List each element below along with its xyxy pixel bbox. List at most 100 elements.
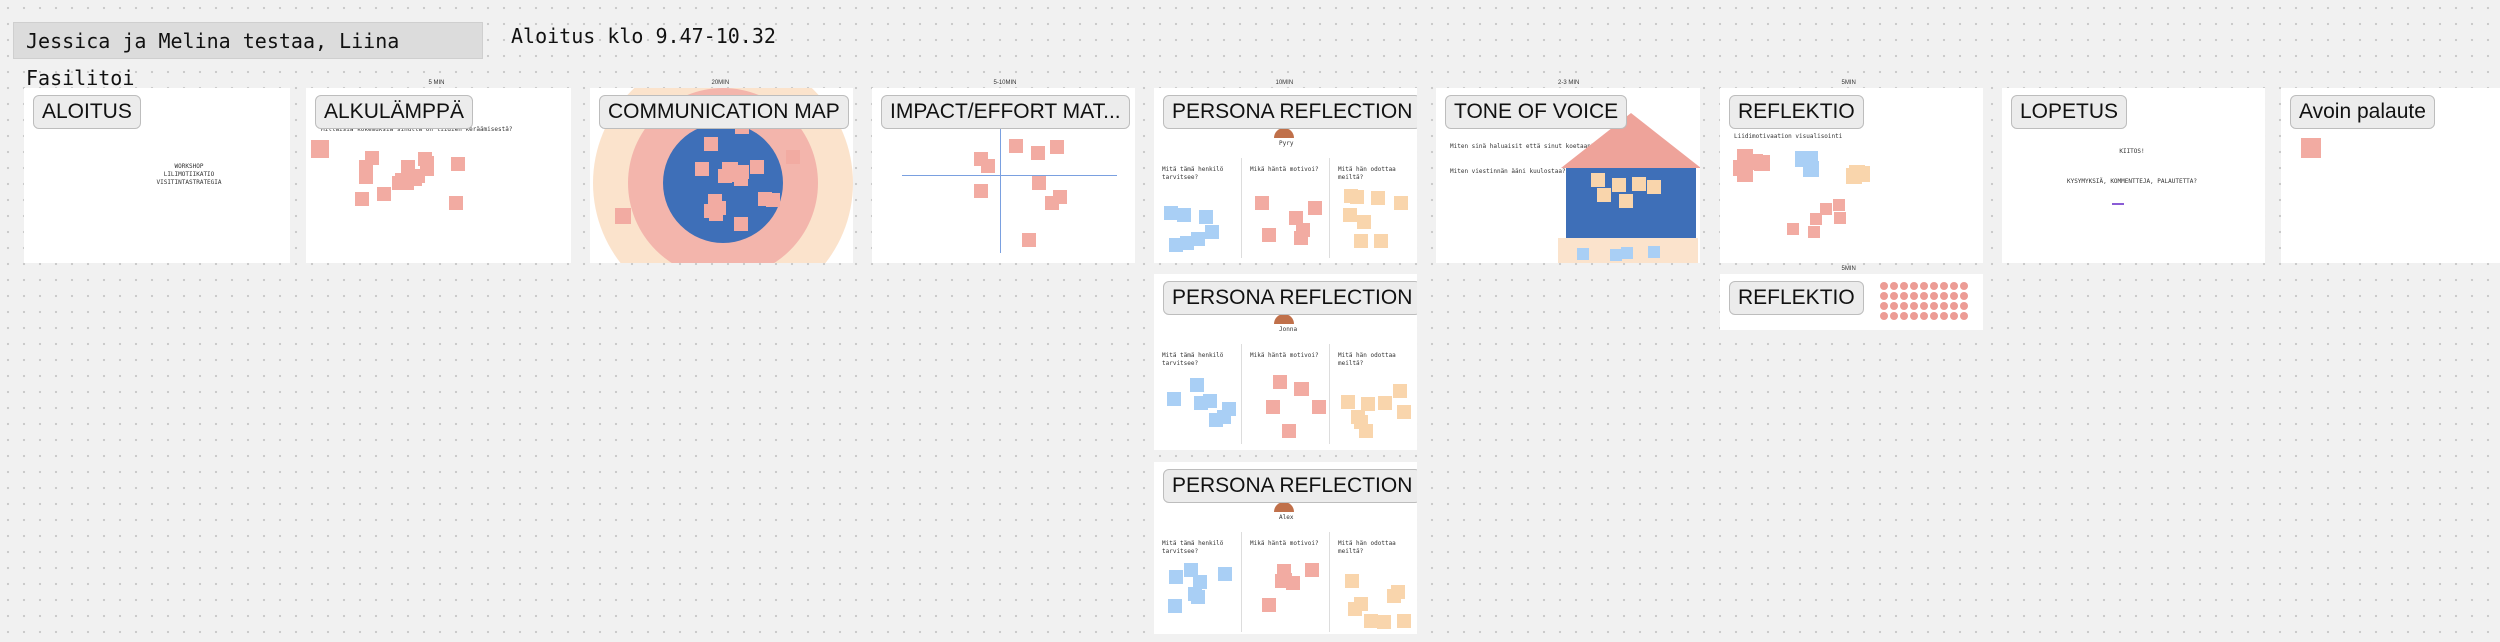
sticky-note <box>1169 237 1184 252</box>
persona-name: Alex <box>1279 514 1294 521</box>
sticky-note <box>1396 614 1411 629</box>
frame[interactable]: PERSONA REFLECTION Pyry Mitä tämä henkilö … <box>1154 88 1417 263</box>
column-question: Mitä hän odottaa meiltä? <box>1338 540 1396 555</box>
column-question: Mitä tämä henkilö tarvitsee? <box>1162 166 1224 181</box>
sticky-note <box>1191 589 1206 604</box>
frame-label[interactable]: Avoin palaute <box>2290 95 2435 129</box>
frame[interactable]: COMMUNICATION MAP <box>590 88 853 263</box>
sticky-note <box>703 137 718 152</box>
frame[interactable]: PERSONA REFLECTION Alex Mitä tämä henkilö … <box>1154 462 1417 634</box>
dot <box>1880 292 1888 300</box>
rating-bar <box>2112 203 2124 205</box>
duration-label: 2-3 MIN <box>1558 80 1580 86</box>
sticky-note <box>1031 145 1046 160</box>
board-title[interactable]: Jessica ja Melina testaa, Liina Fasilito… <box>13 22 483 90</box>
sticky-note <box>1167 392 1182 407</box>
dot <box>1950 292 1958 300</box>
sticky-note <box>1183 563 1198 578</box>
frame-text: LILIMOTIIKATIO <box>163 171 215 178</box>
sticky-note <box>1391 584 1406 599</box>
frame-label[interactable]: ALKULÄMPPÄ <box>315 95 474 129</box>
frame[interactable]: LOPETUS KIITOS! KYSYMYKSIÄ, KOMMENTTEJA, P… <box>2002 88 2265 263</box>
sticky-note <box>1621 247 1634 260</box>
dot <box>1900 282 1908 290</box>
dot <box>1920 312 1928 320</box>
frame-label[interactable]: PERSONA REFLECTION <box>1163 469 1417 503</box>
frame-label[interactable]: COMMUNICATION MAP <box>599 95 849 129</box>
sticky-note <box>1802 151 1819 168</box>
frame[interactable]: TONE OF VOICE Miten sinä haluaisit että s… <box>1436 88 1700 263</box>
duration-label: 5MIN <box>1841 266 1856 272</box>
sticky-note <box>1344 573 1359 588</box>
sticky-note <box>758 192 773 207</box>
sticky-note <box>1169 570 1184 585</box>
sticky-note <box>1164 205 1179 220</box>
sticky-note <box>392 175 407 190</box>
sticky-note <box>1053 189 1068 204</box>
frame-label[interactable]: PERSONA REFLECTION <box>1163 281 1417 315</box>
axis <box>1000 123 1001 253</box>
sticky-note <box>1363 614 1378 629</box>
column-question: Mitä hän odottaa meiltä? <box>1338 352 1396 367</box>
dot <box>1920 282 1928 290</box>
frame-label[interactable]: IMPACT/EFFORT MAT... <box>881 95 1130 129</box>
sticky-note <box>750 160 765 175</box>
frame-label[interactable]: REFLEKTIO <box>1729 281 1864 315</box>
frame-text: Liidimotivaation visualisointi <box>1734 133 1843 140</box>
sticky-note <box>1392 383 1407 398</box>
sticky-note <box>1272 375 1287 390</box>
dot <box>1960 302 1968 310</box>
frame[interactable]: PERSONA REFLECTION Jonna Mitä tämä henkilö… <box>1154 274 1417 450</box>
dot <box>1880 282 1888 290</box>
sticky-note <box>1647 246 1660 259</box>
frame[interactable]: ALKULÄMPPÄ Millaisia kokemuksia sinulla o… <box>306 88 571 263</box>
sticky-note <box>711 201 726 216</box>
dot <box>1960 282 1968 290</box>
sticky-note <box>1180 235 1194 250</box>
dot <box>1960 312 1968 320</box>
frame-label[interactable]: ALOITUS <box>33 95 141 129</box>
frame[interactable]: IMPACT/EFFORT MAT... <box>872 88 1135 263</box>
frame[interactable]: REFLEKTIO Liidimotivaation visualisointi <box>1720 88 1983 263</box>
sticky-note <box>354 191 369 206</box>
frame-label[interactable]: TONE OF VOICE <box>1445 95 1628 129</box>
sticky-note <box>1746 154 1763 171</box>
sticky-note <box>1191 231 1206 246</box>
sticky-note <box>1807 226 1820 239</box>
sticky-note <box>1849 164 1866 181</box>
column-divider <box>1329 532 1330 632</box>
frame-label[interactable]: REFLEKTIO <box>1729 95 1864 129</box>
frame[interactable]: Avoin palaute <box>2281 88 2500 263</box>
frame-text: VISITINTASTRATEGIA <box>156 179 222 186</box>
dot <box>1940 312 1948 320</box>
column-question: Mikä häntä motivoi? <box>1250 540 1319 547</box>
sticky-note <box>1307 201 1322 216</box>
frame-text: Miten viestinnän ääni kuulostaa? <box>1450 168 1566 175</box>
sticky-note <box>1205 224 1220 239</box>
frame-text: Millaisia kokemuksia sinulla on liidien … <box>321 126 513 133</box>
sticky-note <box>1596 187 1611 202</box>
sticky-note <box>1393 196 1408 210</box>
frame[interactable]: ALOITUS WORKSHOP LILIMOTIIKATIO VISITINTAST… <box>24 88 290 263</box>
axis <box>902 175 1117 176</box>
sticky-note <box>1255 195 1270 210</box>
frame-label[interactable]: PERSONA REFLECTION <box>1163 95 1417 129</box>
frame-label[interactable]: LOPETUS <box>2011 95 2128 129</box>
sticky-note <box>1218 567 1232 582</box>
persona-name: Jonna <box>1279 326 1298 333</box>
sticky-note <box>1834 211 1847 224</box>
column-divider <box>1241 344 1242 444</box>
frame[interactable]: REFLEKTIO <box>1720 274 1983 330</box>
dot <box>1940 302 1948 310</box>
sticky-note <box>1294 382 1309 397</box>
sticky-note <box>1343 207 1358 222</box>
duration-label: 5 MIN <box>428 80 445 86</box>
dot <box>1930 302 1938 310</box>
sticky-note <box>1199 210 1214 225</box>
sticky-note <box>1787 222 1800 235</box>
sticky-note <box>359 170 374 185</box>
duration-label: 20MIN <box>711 80 730 86</box>
sticky-note <box>419 162 434 177</box>
sticky-note <box>694 161 709 176</box>
start-time[interactable]: Aloitus klo 9.47-10.32 <box>511 24 776 48</box>
